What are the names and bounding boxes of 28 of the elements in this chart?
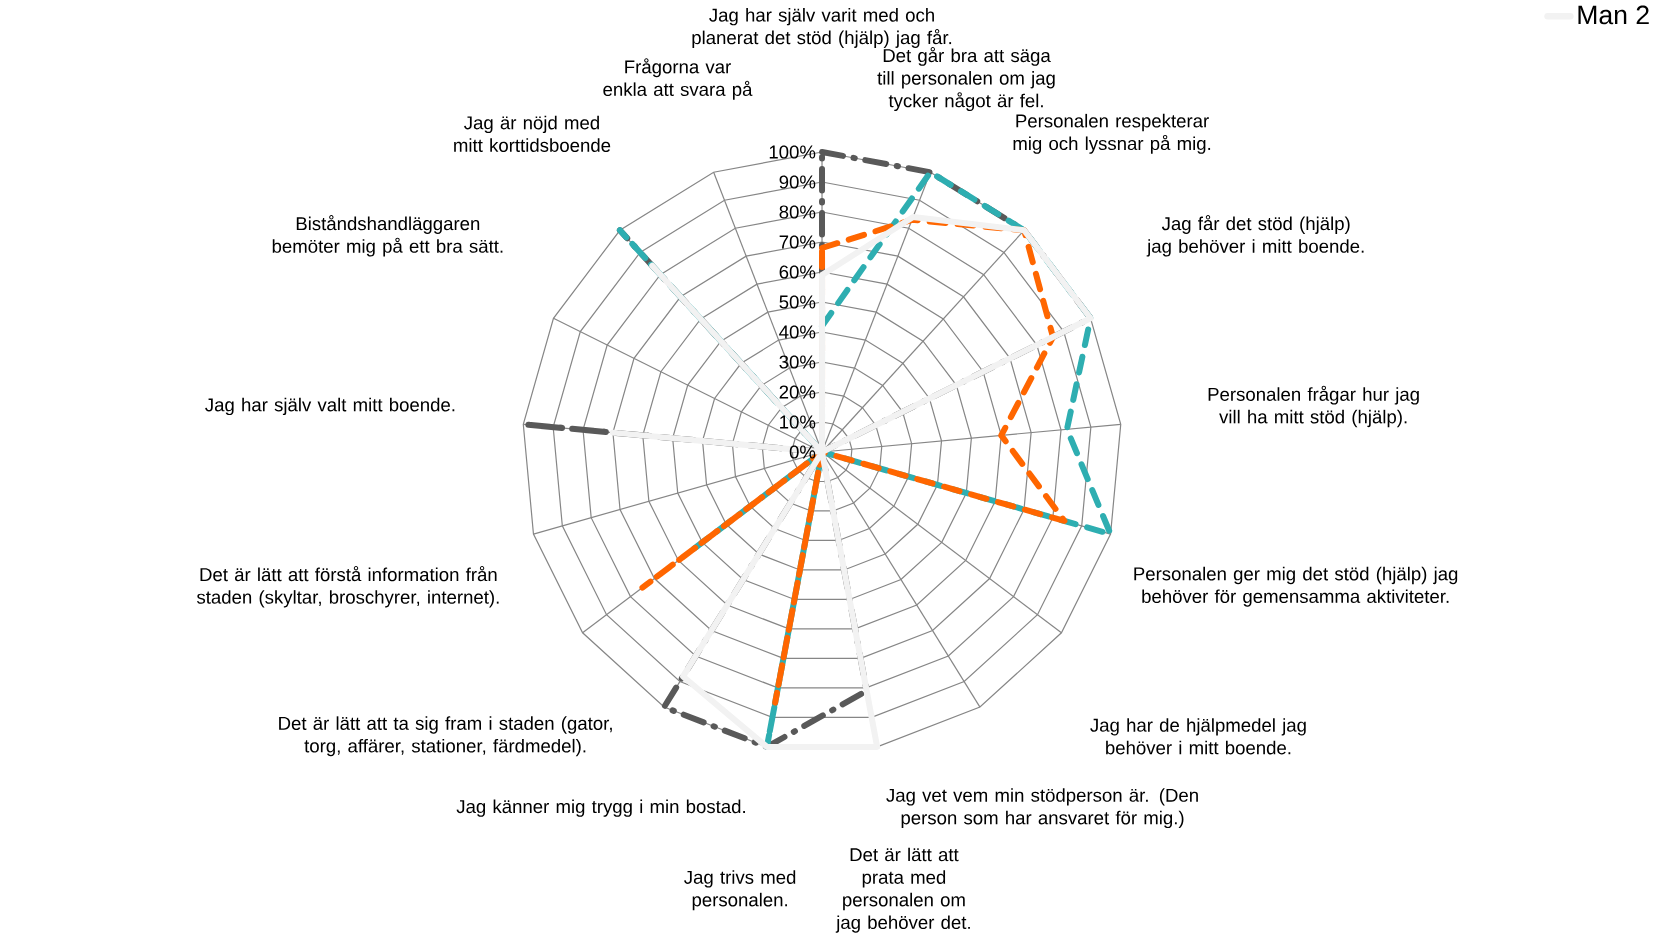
y-tick-label: 100% — [769, 145, 816, 159]
spoke-label: Jag har själv varit med och planerat det stöd (hjälp) jag får. — [692, 8, 952, 48]
y-tick-label: 40% — [779, 325, 816, 339]
spoke-label: Jag känner mig trygg i min bostad. — [456, 799, 745, 817]
y-tick-label: 10% — [780, 415, 816, 429]
spoke-label: Jag är nöjd med mitt korttidsboende — [454, 115, 611, 152]
spoke-label: Frågorna var enkla att svara på — [603, 58, 753, 100]
y-tick-label: 70% — [779, 235, 816, 249]
y-tick-label: 20% — [779, 385, 816, 399]
spoke-label: Jag har de hjälpmedel jag behöver i mitt boende. — [1090, 718, 1306, 755]
y-tick-label: 90% — [779, 175, 816, 189]
spoke-label: Personalen frågar hur jag vill ha mitt stöd (hjälp). — [1208, 385, 1419, 428]
spoke-label: Personalen ger mig det stöd (hjälp) jag behöver för gemensamma aktiviteter. — [1134, 566, 1458, 607]
spoke-label: Det är lätt att ta sig fram i staden (gator, torg, affärer, stationer, färdmedel). — [279, 716, 612, 757]
y-tick-label: 60% — [779, 265, 816, 279]
legend-label: Man 2 — [1578, 5, 1649, 25]
spoke-label: Personalen respekterar mig och lyssnar på mig. — [1013, 113, 1211, 154]
y-tick-label: 80% — [779, 205, 816, 219]
spoke-label: Jag har själv valt mitt boende. — [205, 397, 455, 416]
spoke-label: Det är lätt att prata med personalen om jag behöver det. — [835, 847, 970, 933]
spoke-label: Jag får det stöd (hjälp) jag behöver i mitt boende. — [1146, 215, 1364, 257]
spoke-label: Det är lätt att förstå information från staden (skyltar, broschyrer, internet). — [196, 566, 499, 608]
spoke-label: Biståndshandläggaren bemöter mig på ett bra sätt. — [272, 215, 503, 257]
spoke-label: Jag trivs med personalen. — [684, 870, 796, 911]
y-tick-label: 0% — [789, 445, 816, 459]
y-tick-label: 30% — [779, 355, 816, 369]
y-tick-label: 50% — [779, 295, 816, 309]
spoke-label: Jag vet vem min stödperson är. (Den person som har ansvaret för mig.) — [886, 788, 1198, 829]
